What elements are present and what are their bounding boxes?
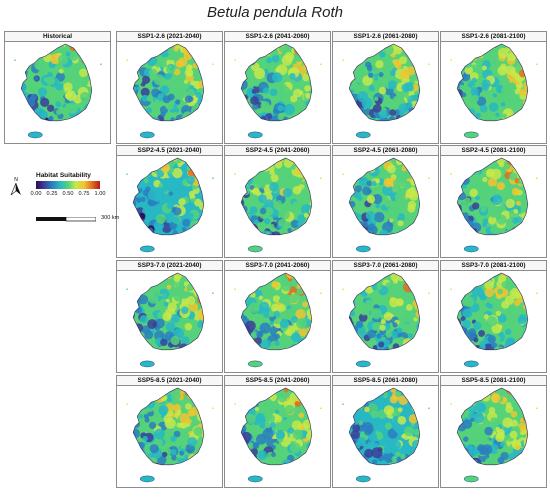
legend-tick: 0.50: [62, 191, 74, 197]
panel-scenario: SSP1-2.6 (2021-2040): [116, 31, 223, 144]
north-label: N: [14, 177, 18, 183]
panel-scenario: SSP2-4.5 (2061-2080): [332, 145, 439, 258]
suitability-map: [126, 157, 214, 253]
scale-bar-label: 300 km: [101, 215, 120, 221]
panel-label: SSP5-8.5 (2061-2080): [333, 376, 438, 386]
legend-colorbar: [36, 181, 100, 189]
panel-scenario: SSP2-4.5 (2041-2060): [224, 145, 331, 258]
panel-historical: Historical: [4, 31, 111, 144]
suitability-map: [450, 43, 538, 139]
panel-label: SSP2-4.5 (2021-2040): [117, 146, 222, 156]
panel-label: SSP1-2.6 (2061-2080): [333, 32, 438, 42]
panel-label: Historical: [5, 32, 110, 42]
legend-tick: 1.00: [94, 191, 106, 197]
panel-scenario: SSP3-7.0 (2021-2040): [116, 260, 223, 373]
suitability-map: [342, 387, 430, 483]
panel-scenario: SSP2-4.5 (2081-2100): [440, 145, 547, 258]
panel-scenario: SSP1-2.6 (2081-2100): [440, 31, 547, 144]
panel-label: SSP3-7.0 (2081-2100): [441, 261, 546, 271]
suitability-map: [342, 43, 430, 139]
suitability-map: [450, 272, 538, 368]
panel-scenario: SSP5-8.5 (2021-2040): [116, 375, 223, 488]
suitability-map: [450, 387, 538, 483]
suitability-map: [342, 157, 430, 253]
panel-label: SSP2-4.5 (2061-2080): [333, 146, 438, 156]
panel-scenario: SSP5-8.5 (2081-2100): [440, 375, 547, 488]
panel-scenario: SSP3-7.0 (2041-2060): [224, 260, 331, 373]
panel-scenario: SSP3-7.0 (2061-2080): [332, 260, 439, 373]
panel-label: SSP3-7.0 (2041-2060): [225, 261, 330, 271]
suitability-map: [234, 272, 322, 368]
panel-label: SSP5-8.5 (2021-2040): [117, 376, 222, 386]
panel-label: SSP1-2.6 (2021-2040): [117, 32, 222, 42]
panel-scenario: SSP5-8.5 (2061-2080): [332, 375, 439, 488]
panel-label: SSP5-8.5 (2081-2100): [441, 376, 546, 386]
suitability-map: [234, 43, 322, 139]
panel-label: SSP3-7.0 (2061-2080): [333, 261, 438, 271]
north-arrow-icon: N: [10, 177, 21, 196]
panel-scenario: SSP1-2.6 (2041-2060): [224, 31, 331, 144]
scale-bar: [36, 217, 96, 222]
suitability-map: [126, 43, 214, 139]
legend-title: Habitat Suitability: [36, 172, 91, 179]
panel-scenario: SSP3-7.0 (2081-2100): [440, 260, 547, 373]
legend-tick: 0.00: [30, 191, 42, 197]
panel-label: SSP5-8.5 (2041-2060): [225, 376, 330, 386]
panel-label: SSP1-2.6 (2081-2100): [441, 32, 546, 42]
panel-scenario: SSP1-2.6 (2061-2080): [332, 31, 439, 144]
suitability-map: [14, 43, 102, 139]
panel-scenario: SSP2-4.5 (2021-2040): [116, 145, 223, 258]
panel-label: SSP1-2.6 (2041-2060): [225, 32, 330, 42]
suitability-map: [126, 387, 214, 483]
suitability-map: [342, 272, 430, 368]
figure-title: Betula pendula Roth: [207, 4, 343, 21]
suitability-map: [126, 272, 214, 368]
suitability-map: [234, 157, 322, 253]
legend-tick: 0.75: [78, 191, 90, 197]
panel-label: SSP3-7.0 (2021-2040): [117, 261, 222, 271]
suitability-map: [234, 387, 322, 483]
panel-scenario: SSP5-8.5 (2041-2060): [224, 375, 331, 488]
panel-label: SSP2-4.5 (2081-2100): [441, 146, 546, 156]
suitability-map: [450, 157, 538, 253]
panel-label: SSP2-4.5 (2041-2060): [225, 146, 330, 156]
legend: N Habitat Suitability 0.00 0.25 0.50 0.7…: [8, 172, 120, 234]
legend-ticks: 0.00 0.25 0.50 0.75 1.00: [30, 191, 106, 199]
legend-tick: 0.25: [46, 191, 58, 197]
